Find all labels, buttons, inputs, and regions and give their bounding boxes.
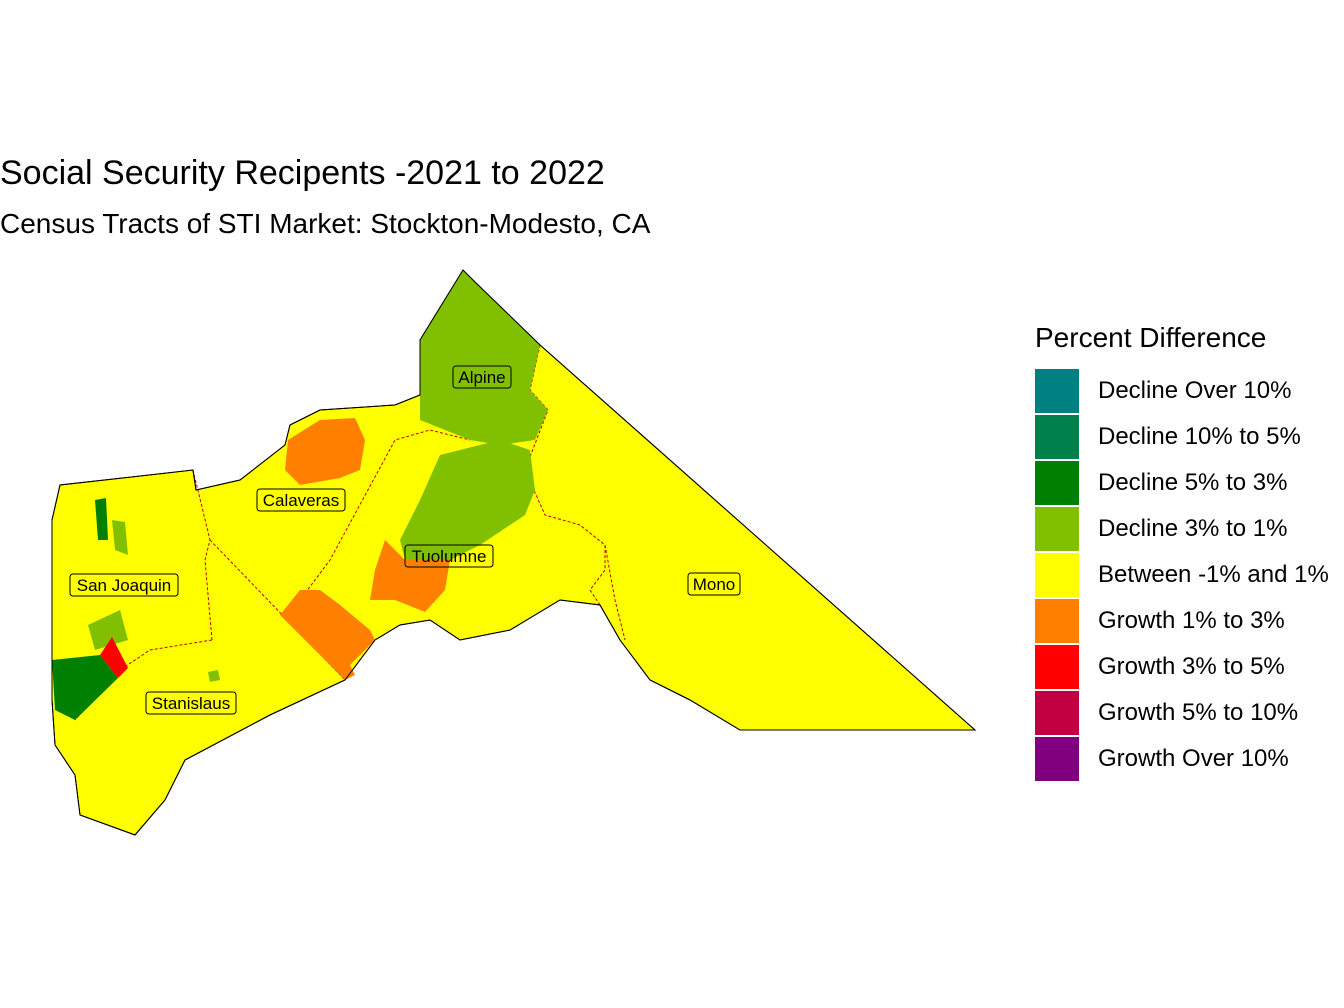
legend-swatch [1035, 553, 1079, 597]
legend-item: Growth 5% to 10% [1035, 690, 1329, 736]
legend-swatch [1035, 415, 1079, 459]
tract-decline-5-3 [52, 655, 118, 720]
svg-text:Calaveras: Calaveras [263, 491, 340, 510]
tract-decline-5-3 [95, 498, 108, 540]
legend-label: Growth Over 10% [1098, 745, 1289, 772]
tract-growth-3-5 [100, 637, 128, 678]
svg-text:Tuolumne: Tuolumne [412, 547, 487, 566]
tract-growth-1-3 [280, 590, 375, 680]
legend-label: Decline 5% to 3% [1098, 469, 1288, 496]
legend-item: Decline Over 10% [1035, 368, 1329, 414]
svg-text:Alpine: Alpine [458, 368, 505, 387]
legend-label: Growth 5% to 10% [1098, 699, 1299, 726]
legend-swatch [1035, 461, 1079, 505]
legend-label: Between -1% and 1% [1098, 561, 1329, 588]
legend-item: Decline 3% to 1% [1035, 506, 1329, 552]
tract-growth-1-3 [370, 540, 450, 612]
legend-item: Growth 1% to 3% [1035, 598, 1329, 644]
legend-item: Decline 10% to 5% [1035, 414, 1329, 460]
legend-swatch [1035, 369, 1079, 413]
legend-swatch [1035, 599, 1079, 643]
tract-growth-1-3 [285, 418, 365, 485]
map-title: Social Security Recipents -2021 to 2022 [0, 154, 605, 192]
tract-decline-3-1 [88, 610, 128, 650]
legend-swatch [1035, 691, 1079, 735]
svg-text:Mono: Mono [693, 575, 736, 594]
legend-label: Growth 3% to 5% [1098, 653, 1285, 680]
tract-decline-3-1 [400, 440, 535, 560]
legend-item: Growth 3% to 5% [1035, 644, 1329, 690]
legend-label: Decline 10% to 5% [1098, 423, 1301, 450]
county-label-san-joaquin: San Joaquin [69, 573, 179, 597]
market-outline [51, 269, 977, 836]
map-subtitle: Census Tracts of STI Market: Stockton-Mo… [0, 208, 651, 239]
choropleth-map: San Joaquin Calaveras Alpine Tuolumne Mo… [51, 269, 977, 836]
legend-swatch [1035, 737, 1079, 781]
legend-title: Percent Difference [1035, 322, 1267, 353]
county-label-stanislaus: Stanislaus [145, 691, 237, 715]
legend-item: Growth Over 10% [1035, 736, 1329, 782]
legend: Percent Difference Decline Over 10% Decli… [1035, 322, 1329, 782]
legend-items: Decline Over 10% Decline 10% to 5% Decline… [1035, 368, 1329, 782]
legend-swatch [1035, 507, 1079, 551]
county-label-mono: Mono [687, 572, 741, 596]
legend-swatch [1035, 645, 1079, 689]
legend-item: Between -1% and 1% [1035, 552, 1329, 598]
svg-text:Stanislaus: Stanislaus [152, 694, 230, 713]
legend-item: Decline 5% to 3% [1035, 460, 1329, 506]
svg-text:San Joaquin: San Joaquin [77, 576, 172, 595]
legend-label: Decline Over 10% [1098, 377, 1292, 404]
tract-decline-3-1 [420, 270, 548, 445]
county-label-alpine: Alpine [452, 365, 512, 389]
tract-decline-3-1 [112, 520, 128, 555]
legend-label: Decline 3% to 1% [1098, 515, 1288, 542]
legend-label: Growth 1% to 3% [1098, 607, 1285, 634]
county-label-tuolumne: Tuolumne [404, 544, 494, 568]
county-label-calaveras: Calaveras [256, 488, 346, 512]
tract-decline-3-1 [208, 670, 220, 682]
